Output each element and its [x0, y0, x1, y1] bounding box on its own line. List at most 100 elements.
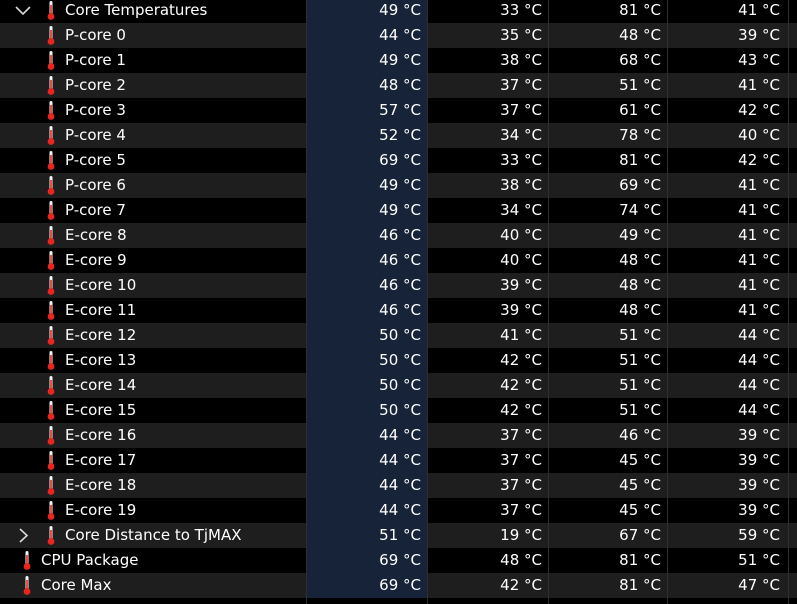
- chevron-right-icon[interactable]: [14, 527, 32, 544]
- thermometer-icon: [46, 100, 56, 121]
- max-value: 51 °C: [619, 376, 661, 394]
- table-row[interactable]: E-core 8 46 °C 40 °C 49 °C 41 °C: [0, 223, 797, 248]
- table-row[interactable]: P-core 3 57 °C 37 °C 61 °C 42 °C: [0, 98, 797, 123]
- max-value: 69 °C: [619, 176, 661, 194]
- current-value: 44 °C: [307, 423, 427, 448]
- table-row[interactable]: E-core 12 50 °C 41 °C 51 °C 44 °C: [0, 323, 797, 348]
- column-divider: [306, 0, 307, 604]
- average-value: 44 °C: [738, 376, 780, 394]
- thermometer-icon: [46, 0, 56, 21]
- average-value: 59 °C: [738, 526, 780, 544]
- table-row[interactable]: P-core 7 49 °C 34 °C 74 °C 41 °C: [0, 198, 797, 223]
- sensor-name-cell: Core Temperatures: [0, 0, 306, 23]
- table-row[interactable]: P-core 6 49 °C 38 °C 69 °C 41 °C: [0, 173, 797, 198]
- sensor-label: Core Temperatures: [65, 1, 208, 19]
- sensor-label: E-core 12: [65, 326, 137, 344]
- average-value: 39 °C: [738, 26, 780, 44]
- min-value: 34 °C: [500, 126, 542, 144]
- average-value: 44 °C: [738, 351, 780, 369]
- max-value: 48 °C: [619, 301, 661, 319]
- sensor-name-cell: P-core 7: [0, 198, 306, 223]
- sensor-label: E-core 11: [65, 301, 137, 319]
- table-row[interactable]: E-core 17 44 °C 37 °C 45 °C 39 °C: [0, 448, 797, 473]
- min-value: 39 °C: [500, 276, 542, 294]
- sensor-name-cell: CPU Package: [0, 548, 306, 573]
- min-value: 37 °C: [500, 426, 542, 444]
- current-value: 46 °C: [307, 223, 427, 248]
- table-row[interactable]: E-core 14 50 °C 42 °C 51 °C 44 °C: [0, 373, 797, 398]
- sensor-label: P-core 5: [65, 151, 126, 169]
- current-value: 49 °C: [307, 0, 427, 23]
- max-value: 67 °C: [619, 526, 661, 544]
- table-row[interactable]: Core Max 69 °C 42 °C 81 °C 47 °C: [0, 573, 797, 598]
- min-value: 42 °C: [500, 376, 542, 394]
- sensor-label: P-core 1: [65, 51, 126, 69]
- table-row[interactable]: E-core 9 46 °C 40 °C 48 °C 41 °C: [0, 248, 797, 273]
- average-value: 42 °C: [738, 151, 780, 169]
- thermometer-icon: [46, 375, 56, 396]
- max-value: 46 °C: [619, 426, 661, 444]
- table-row[interactable]: E-core 11 46 °C 39 °C 48 °C 41 °C: [0, 298, 797, 323]
- sensor-label: P-core 7: [65, 201, 126, 219]
- sensor-name-cell: E-core 15: [0, 398, 306, 423]
- thermometer-icon: [46, 525, 56, 546]
- table-row[interactable]: E-core 18 44 °C 37 °C 45 °C 39 °C: [0, 473, 797, 498]
- current-value: 49 °C: [307, 173, 427, 198]
- table-row[interactable]: E-core 19 44 °C 37 °C 45 °C 39 °C: [0, 498, 797, 523]
- average-value: 44 °C: [738, 326, 780, 344]
- min-value: 42 °C: [500, 351, 542, 369]
- average-value: 51 °C: [738, 551, 780, 569]
- min-value: 42 °C: [500, 576, 542, 594]
- column-divider: [427, 0, 428, 604]
- table-row[interactable]: E-core 16 44 °C 37 °C 46 °C 39 °C: [0, 423, 797, 448]
- sensor-label: P-core 0: [65, 26, 126, 44]
- table-row[interactable]: E-core 15 50 °C 42 °C 51 °C 44 °C: [0, 398, 797, 423]
- current-value: 44 °C: [307, 23, 427, 48]
- table-row[interactable]: P-core 2 48 °C 37 °C 51 °C 41 °C: [0, 73, 797, 98]
- min-value: 48 °C: [500, 551, 542, 569]
- sensor-name-cell: E-core 17: [0, 448, 306, 473]
- thermometer-icon: [46, 325, 56, 346]
- current-value: 69 °C: [307, 148, 427, 173]
- current-value: 50 °C: [307, 348, 427, 373]
- average-value: 41 °C: [738, 301, 780, 319]
- max-value: 45 °C: [619, 476, 661, 494]
- sensor-name-cell: P-core 4: [0, 123, 306, 148]
- sensor-name-cell: E-core 10: [0, 273, 306, 298]
- sensor-name-cell: P-core 0: [0, 23, 306, 48]
- current-value: 49 °C: [307, 48, 427, 73]
- table-row[interactable]: P-core 4 52 °C 34 °C 78 °C 40 °C: [0, 123, 797, 148]
- table-row[interactable]: E-core 10 46 °C 39 °C 48 °C 41 °C: [0, 273, 797, 298]
- table-row[interactable]: P-core 0 44 °C 35 °C 48 °C 39 °C: [0, 23, 797, 48]
- average-value: 41 °C: [738, 1, 780, 19]
- average-value: 41 °C: [738, 76, 780, 94]
- current-value: 50 °C: [307, 398, 427, 423]
- chevron-down-icon[interactable]: [14, 2, 32, 19]
- table-row[interactable]: E-core 13 50 °C 42 °C 51 °C 44 °C: [0, 348, 797, 373]
- min-value: 37 °C: [500, 476, 542, 494]
- average-value: 39 °C: [738, 426, 780, 444]
- min-value: 37 °C: [500, 501, 542, 519]
- min-value: 39 °C: [500, 301, 542, 319]
- table-row[interactable]: P-core 1 49 °C 38 °C 68 °C 43 °C: [0, 48, 797, 73]
- min-value: 33 °C: [500, 1, 542, 19]
- sensor-name-cell: E-core 19: [0, 498, 306, 523]
- sensor-name-cell: E-core 16: [0, 423, 306, 448]
- table-row[interactable]: P-core 5 69 °C 33 °C 81 °C 42 °C: [0, 148, 797, 173]
- table-row[interactable]: Core Distance to TjMAX 51 °C 19 °C 67 °C 59 …: [0, 523, 797, 548]
- sensor-name-cell: E-core 9: [0, 248, 306, 273]
- max-value: 48 °C: [619, 276, 661, 294]
- table-row[interactable]: CPU Package 69 °C 48 °C 81 °C 51 °C: [0, 548, 797, 573]
- thermometer-icon: [46, 175, 56, 196]
- max-value: 81 °C: [619, 551, 661, 569]
- thermometer-icon: [46, 500, 56, 521]
- table-row[interactable]: Core Temperatures 49 °C 33 °C 81 °C 41 °C: [0, 0, 797, 23]
- max-value: 48 °C: [619, 26, 661, 44]
- thermometer-icon: [46, 150, 56, 171]
- min-value: 37 °C: [500, 76, 542, 94]
- max-value: 74 °C: [619, 201, 661, 219]
- sensor-name-cell: P-core 6: [0, 173, 306, 198]
- max-value: 51 °C: [619, 351, 661, 369]
- sensor-name-cell: P-core 2: [0, 73, 306, 98]
- thermometer-icon: [46, 200, 56, 221]
